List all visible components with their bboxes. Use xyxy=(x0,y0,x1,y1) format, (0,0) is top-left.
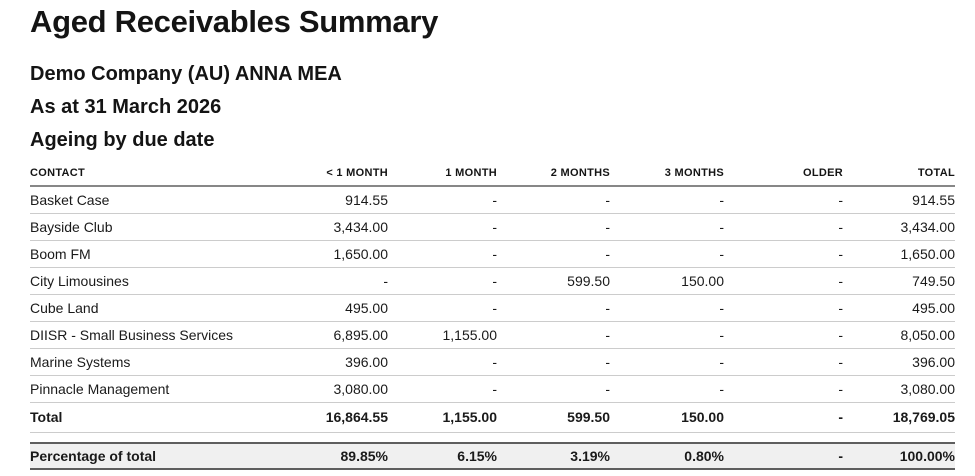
column-header-older: OLDER xyxy=(803,167,843,179)
ageing-basis: Ageing by due date xyxy=(30,129,215,151)
amount-cell: - xyxy=(605,218,610,235)
percentage-cell: 6.15% xyxy=(457,447,497,464)
amount-cell: - xyxy=(719,326,724,343)
amount-cell: - xyxy=(492,191,497,208)
total-amount-cell: 599.50 xyxy=(567,409,610,425)
amount-cell: - xyxy=(492,380,497,397)
amount-cell: - xyxy=(605,380,610,397)
column-header-total: TOTAL xyxy=(917,167,955,179)
contact-name: Bayside Club xyxy=(30,218,113,235)
table-row: Marine Systems 396.00 - - - - 396.00 xyxy=(30,348,955,375)
percentage-cell: 89.85% xyxy=(340,447,388,464)
amount-cell: 749.50 xyxy=(912,272,955,289)
percentage-cell: - xyxy=(838,447,843,464)
amount-cell: - xyxy=(492,353,497,370)
amount-cell: 495.00 xyxy=(345,299,388,316)
amount-cell: 3,434.00 xyxy=(333,218,389,235)
table-row: Bayside Club 3,434.00 - - - - 3,434.00 xyxy=(30,213,955,240)
contact-name: Basket Case xyxy=(30,191,110,208)
total-amount-cell: 150.00 xyxy=(681,409,724,425)
table-row: Cube Land 495.00 - - - - 495.00 xyxy=(30,294,955,321)
amount-cell: - xyxy=(838,380,843,397)
column-header-1-month: 1 MONTH xyxy=(445,167,497,179)
contact-name: Marine Systems xyxy=(30,353,131,370)
percentage-cell: 0.80% xyxy=(684,447,724,464)
report-date: As at 31 March 2026 xyxy=(30,96,222,118)
amount-cell: - xyxy=(492,272,497,289)
amount-cell: 914.55 xyxy=(345,191,388,208)
amount-cell: - xyxy=(492,245,497,262)
percentage-cell: 100.00% xyxy=(899,447,955,464)
amount-cell: - xyxy=(719,353,724,370)
amount-cell: - xyxy=(492,218,497,235)
table-row: Basket Case 914.55 - - - - 914.55 xyxy=(30,186,955,213)
amount-cell: - xyxy=(605,191,610,208)
amount-cell: - xyxy=(719,245,724,262)
amount-cell: 396.00 xyxy=(912,353,955,370)
percentage-of-total-table: Percentage of total 89.85% 6.15% 3.19% 0… xyxy=(30,442,955,470)
table-row: Pinnacle Management 3,080.00 - - - - 3,0… xyxy=(30,375,955,402)
contact-name: Cube Land xyxy=(30,299,99,316)
total-amount-cell: 16,864.55 xyxy=(325,409,388,425)
amount-cell: 150.00 xyxy=(681,272,724,289)
amount-cell: 914.55 xyxy=(912,191,955,208)
amount-cell: 599.50 xyxy=(567,272,610,289)
total-amount-cell: 18,769.05 xyxy=(892,409,955,425)
percentage-label: Percentage of total xyxy=(30,447,157,464)
amount-cell: - xyxy=(838,272,843,289)
amount-cell: 1,650.00 xyxy=(333,245,389,262)
percentage-cell: 3.19% xyxy=(570,447,610,464)
amount-cell: - xyxy=(492,299,497,316)
report-header-block: Demo Company (AU) ANNA MEA As at 31 Marc… xyxy=(30,58,955,157)
total-amount-cell: 1,155.00 xyxy=(442,409,498,425)
amount-cell: - xyxy=(605,245,610,262)
amount-cell: 396.00 xyxy=(345,353,388,370)
amount-cell: - xyxy=(605,353,610,370)
column-header-3-months: 3 MONTHS xyxy=(664,167,724,179)
amount-cell: - xyxy=(719,380,724,397)
amount-cell: - xyxy=(605,326,610,343)
percentage-row: Percentage of total 89.85% 6.15% 3.19% 0… xyxy=(30,442,955,469)
amount-cell: - xyxy=(838,218,843,235)
contact-name: Pinnacle Management xyxy=(30,380,170,397)
table-header-row: CONTACT < 1 MONTH 1 MONTH 2 MONTHS 3 MON… xyxy=(30,160,955,186)
amount-cell: 8,050.00 xyxy=(900,326,956,343)
amount-cell: - xyxy=(719,218,724,235)
contact-name: DIISR - Small Business Services xyxy=(30,326,234,343)
contact-name: Boom FM xyxy=(30,245,91,262)
company-name: Demo Company (AU) ANNA MEA xyxy=(30,63,342,85)
column-header-contact: CONTACT xyxy=(30,167,86,179)
table-row: City Limousines - - 599.50 150.00 - 749.… xyxy=(30,267,955,294)
amount-cell: 6,895.00 xyxy=(333,326,389,343)
amount-cell: - xyxy=(838,191,843,208)
total-amount-cell: - xyxy=(838,409,843,425)
contact-name: City Limousines xyxy=(30,272,129,289)
amount-cell: - xyxy=(719,299,724,316)
amount-cell: 1,650.00 xyxy=(900,245,956,262)
amount-cell: 3,080.00 xyxy=(333,380,389,397)
total-row: Total 16,864.55 1,155.00 599.50 150.00 -… xyxy=(30,402,955,432)
amount-cell: - xyxy=(383,272,388,289)
table-row: Boom FM 1,650.00 - - - - 1,650.00 xyxy=(30,240,955,267)
amount-cell: - xyxy=(838,326,843,343)
table-row: DIISR - Small Business Services 6,895.00… xyxy=(30,321,955,348)
amount-cell: 3,434.00 xyxy=(900,218,956,235)
total-label: Total xyxy=(30,409,63,425)
amount-cell: - xyxy=(719,191,724,208)
amount-cell: 495.00 xyxy=(912,299,955,316)
amount-cell: - xyxy=(838,353,843,370)
amount-cell: 3,080.00 xyxy=(900,380,956,397)
amount-cell: - xyxy=(838,299,843,316)
column-header-2-months: 2 MONTHS xyxy=(550,167,610,179)
column-header-lt-1-month: < 1 MONTH xyxy=(326,167,388,179)
aged-receivables-table: CONTACT < 1 MONTH 1 MONTH 2 MONTHS 3 MON… xyxy=(30,160,955,433)
amount-cell: 1,155.00 xyxy=(442,326,498,343)
report-title: Aged Receivables Summary xyxy=(30,4,439,39)
amount-cell: - xyxy=(838,245,843,262)
amount-cell: - xyxy=(605,299,610,316)
